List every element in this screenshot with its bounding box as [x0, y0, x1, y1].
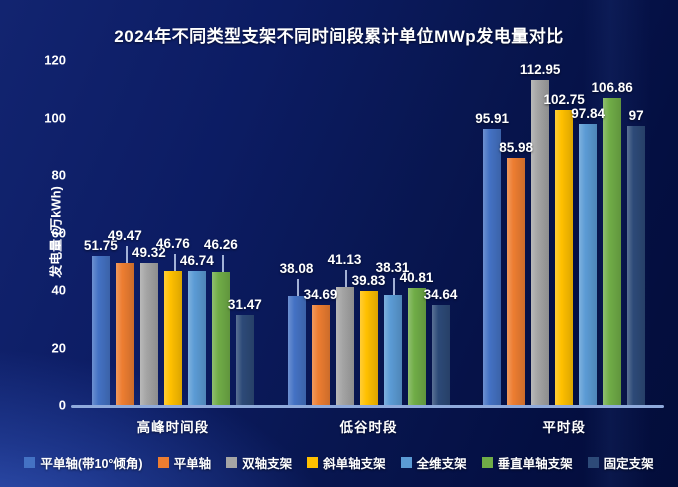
y-tick-label: 60 [51, 225, 66, 240]
bar: 112.95 [520, 62, 560, 405]
bar: 46.76 [156, 236, 190, 405]
bar: 34.69 [304, 287, 337, 405]
bar: 97 [627, 108, 646, 405]
bar: 97.84 [571, 106, 605, 405]
x-axis-line [71, 405, 664, 408]
bar-value-label: 102.75 [543, 91, 585, 107]
bar-value-label: 49.47 [107, 227, 142, 243]
legend-label: 平单轴(带10°倾角) [40, 457, 143, 471]
y-tick-label: 40 [51, 282, 66, 298]
bar: 46.26 [204, 237, 238, 405]
bar-groups: 51.75 49.47 49.32 46.76 46.74 46.26 31.47 高峰时间段… [75, 60, 662, 435]
legend-label: 双轴支架 [242, 457, 293, 471]
label-leader-line [221, 255, 224, 272]
label-leader-line [393, 277, 396, 295]
bar-value-label: 39.83 [351, 272, 386, 288]
label-leader-line [173, 253, 176, 271]
y-tick-label: 0 [58, 397, 66, 413]
bar-value-label: 106.86 [591, 79, 633, 95]
bar: 102.75 [544, 92, 585, 405]
bar-value-label: 95.91 [475, 111, 510, 127]
label-leader-line [125, 245, 128, 263]
y-tick-label: 20 [51, 340, 66, 355]
bar: 38.31 [376, 260, 409, 405]
y-tick-label: 120 [44, 52, 66, 68]
bar-value-label: 112.95 [519, 62, 561, 78]
bar-value-label: 34.69 [303, 287, 338, 303]
bar: 38.08 [280, 261, 313, 405]
category-label: 高峰时间段 [136, 420, 210, 435]
legend-item: 斜单轴支架 [307, 453, 386, 472]
bar: 49.32 [132, 245, 166, 405]
legend-label: 斜单轴支架 [323, 457, 386, 471]
legend-label: 垂直单轴支架 [497, 457, 573, 471]
chart-title: 2024年不同类型支架不同时间段累计单位MWp发电量对比 [114, 27, 564, 46]
category-label: 低谷时段 [339, 420, 398, 435]
bar-group: 38.08 34.69 41.13 39.83 38.31 40.81 34.64 低谷时段 [271, 60, 467, 435]
bar: 46.74 [180, 253, 214, 405]
bar-value-label: 51.75 [83, 238, 118, 254]
legend-item: 平单轴 [157, 453, 212, 472]
bar: 49.47 [108, 228, 142, 405]
bar-value-label: 49.32 [131, 245, 166, 261]
plot-area: 0 20 40 60 80 100 120 51.75 49.47 49.32 46.76 46.7… [44, 53, 664, 435]
bar-value-label: 46.74 [179, 252, 214, 268]
legend: 平单轴(带10°倾角) 平单轴 双轴支架 斜单轴支架 全维支架 垂直单轴支架 固定支架 [0, 453, 678, 472]
y-tick-label: 80 [51, 167, 66, 183]
bar: 40.81 [400, 270, 433, 405]
bar-value-label: 31.47 [227, 296, 262, 312]
bar-group: 95.91 85.98 112.95 102.75 97.84 106.86 97 平时段 [466, 60, 662, 435]
bar: 31.47 [228, 297, 262, 405]
bar-value-label: 38.31 [375, 259, 410, 275]
legend-swatch-icon [226, 457, 238, 468]
legend-label: 平单轴 [173, 457, 212, 471]
legend-label: 固定支架 [603, 457, 654, 471]
bar-value-label: 40.81 [399, 269, 434, 285]
legend-item: 平单轴(带10°倾角) [24, 453, 143, 472]
y-tick-label: 100 [44, 110, 66, 125]
bar-value-label: 85.98 [499, 139, 534, 155]
bar: 41.13 [328, 252, 361, 405]
legend-item: 固定支架 [587, 453, 654, 472]
legend-item: 全维支架 [400, 453, 467, 472]
bar-value-label: 46.26 [203, 237, 238, 252]
legend-swatch-icon [307, 457, 319, 468]
legend-label: 全维支架 [416, 457, 467, 471]
category-label: 平时段 [542, 420, 586, 435]
bar: 51.75 [84, 238, 118, 405]
legend-swatch-icon [400, 457, 412, 468]
legend-swatch-icon [587, 457, 599, 468]
label-leader-line [345, 269, 348, 287]
label-leader-line [297, 278, 300, 296]
bar-value-label: 97.84 [571, 105, 606, 121]
bar: 34.64 [424, 287, 457, 405]
legend-swatch-icon [24, 457, 36, 468]
bar: 106.86 [592, 80, 633, 405]
legend-item: 垂直单轴支架 [481, 453, 573, 472]
legend-swatch-icon [157, 457, 169, 468]
bar-group: 51.75 49.47 49.32 46.76 46.74 46.26 31.47 高峰时间段 [75, 60, 271, 435]
legend-swatch-icon [481, 457, 493, 468]
bar-value-label: 97 [628, 108, 644, 124]
bar: 95.91 [475, 111, 509, 405]
bar: 39.83 [352, 273, 385, 405]
bar-value-label: 46.76 [155, 235, 190, 251]
bar-value-label: 41.13 [327, 251, 362, 267]
legend-item: 双轴支架 [226, 453, 292, 472]
bar-value-label: 38.08 [279, 260, 314, 276]
bar-value-label: 34.64 [423, 287, 458, 303]
bar: 85.98 [499, 140, 533, 405]
